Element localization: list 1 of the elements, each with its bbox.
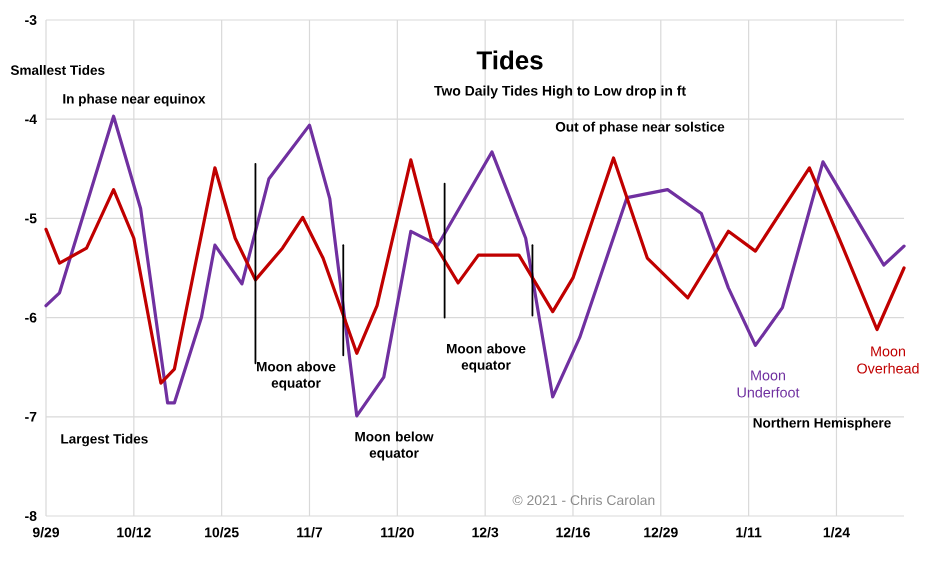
- text: Tides: [476, 50, 543, 70]
